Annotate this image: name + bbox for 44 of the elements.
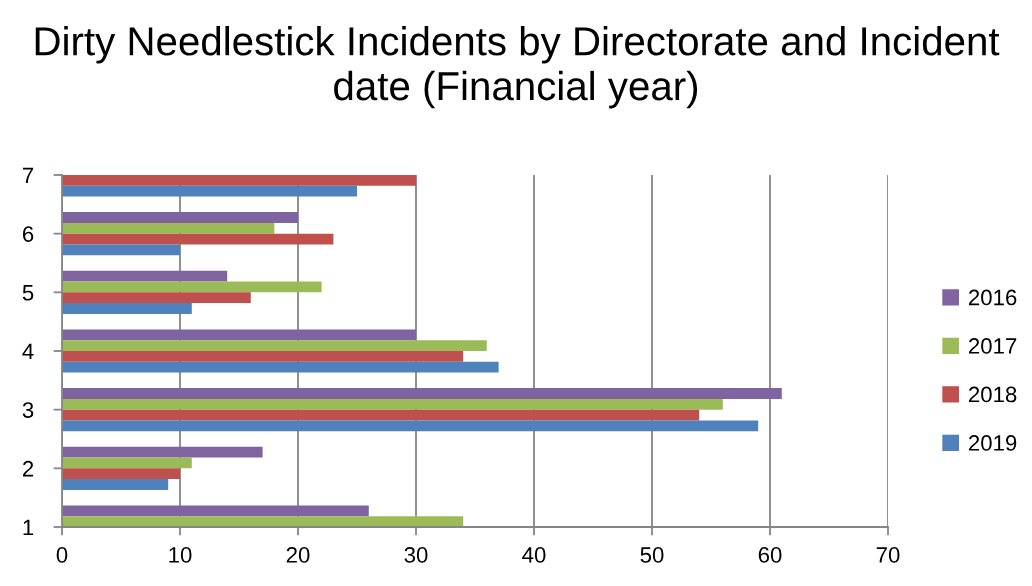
chart-title: Dirty Needlestick Incidents by Directorate and Incident date (Financial year) (35, 26, 1000, 109)
y-tick-label: 2 (22, 460, 34, 477)
legend-label: 2019 (968, 435, 1017, 451)
bar (62, 351, 464, 362)
bar (62, 175, 416, 186)
y-tick-label: 1 (23, 519, 34, 536)
bar (62, 468, 180, 480)
x-tick-label: 50 (640, 547, 664, 563)
x-tick-label: 20 (286, 547, 310, 563)
bar (62, 409, 700, 421)
bar (62, 244, 180, 256)
bar (62, 281, 322, 293)
legend-label: 2016 (968, 289, 1017, 306)
x-tick-label: 0 (56, 547, 68, 563)
bar (62, 303, 192, 314)
bar (62, 270, 228, 282)
bar (62, 398, 723, 410)
bar (62, 388, 782, 399)
y-tick-label: 4 (22, 343, 34, 360)
bar (62, 479, 169, 490)
bar (62, 292, 251, 304)
x-tick-label: 60 (758, 547, 782, 563)
bar (62, 446, 263, 458)
x-tick-label: 40 (522, 547, 546, 563)
bar (62, 516, 464, 527)
bar (62, 212, 298, 223)
bar (62, 361, 499, 373)
bar (62, 340, 487, 351)
x-tick-label: 10 (169, 547, 192, 563)
y-tick-label: 7 (23, 167, 34, 184)
bar (62, 222, 275, 234)
y-tick-label: 5 (22, 285, 34, 301)
bar (62, 185, 357, 197)
bar (62, 457, 192, 469)
x-tick-label: 30 (404, 547, 428, 563)
legend-label: 2018 (968, 386, 1017, 403)
legend-label: 2017 (968, 338, 1017, 354)
bar (62, 329, 416, 341)
bar (62, 233, 334, 245)
y-tick-label: 3 (22, 402, 34, 418)
bar (62, 420, 759, 432)
y-tick-label: 6 (22, 226, 34, 242)
bar (62, 505, 369, 517)
x-tick-label: 70 (876, 547, 900, 563)
